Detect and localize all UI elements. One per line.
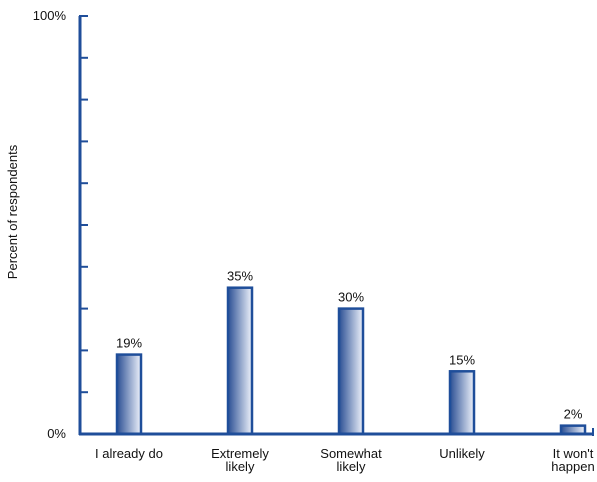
data-label: 2% [564, 407, 583, 422]
data-label: 19% [116, 336, 142, 351]
y-tick-label: 0% [47, 426, 66, 441]
x-tick-label: likely [226, 459, 255, 474]
data-label: 35% [227, 269, 253, 284]
x-tick-label: likely [337, 459, 366, 474]
bar [228, 288, 252, 434]
y-axis-label: Percent of respondents [5, 144, 20, 279]
data-label: 15% [449, 352, 475, 367]
x-tick-label: I already do [95, 446, 163, 461]
x-tick-label: happen [551, 459, 594, 474]
bar [339, 309, 363, 434]
x-tick-label: Unlikely [439, 446, 485, 461]
bar [450, 371, 474, 434]
data-label: 30% [338, 290, 364, 305]
bar [117, 355, 141, 434]
y-tick-label: 100% [33, 8, 67, 23]
